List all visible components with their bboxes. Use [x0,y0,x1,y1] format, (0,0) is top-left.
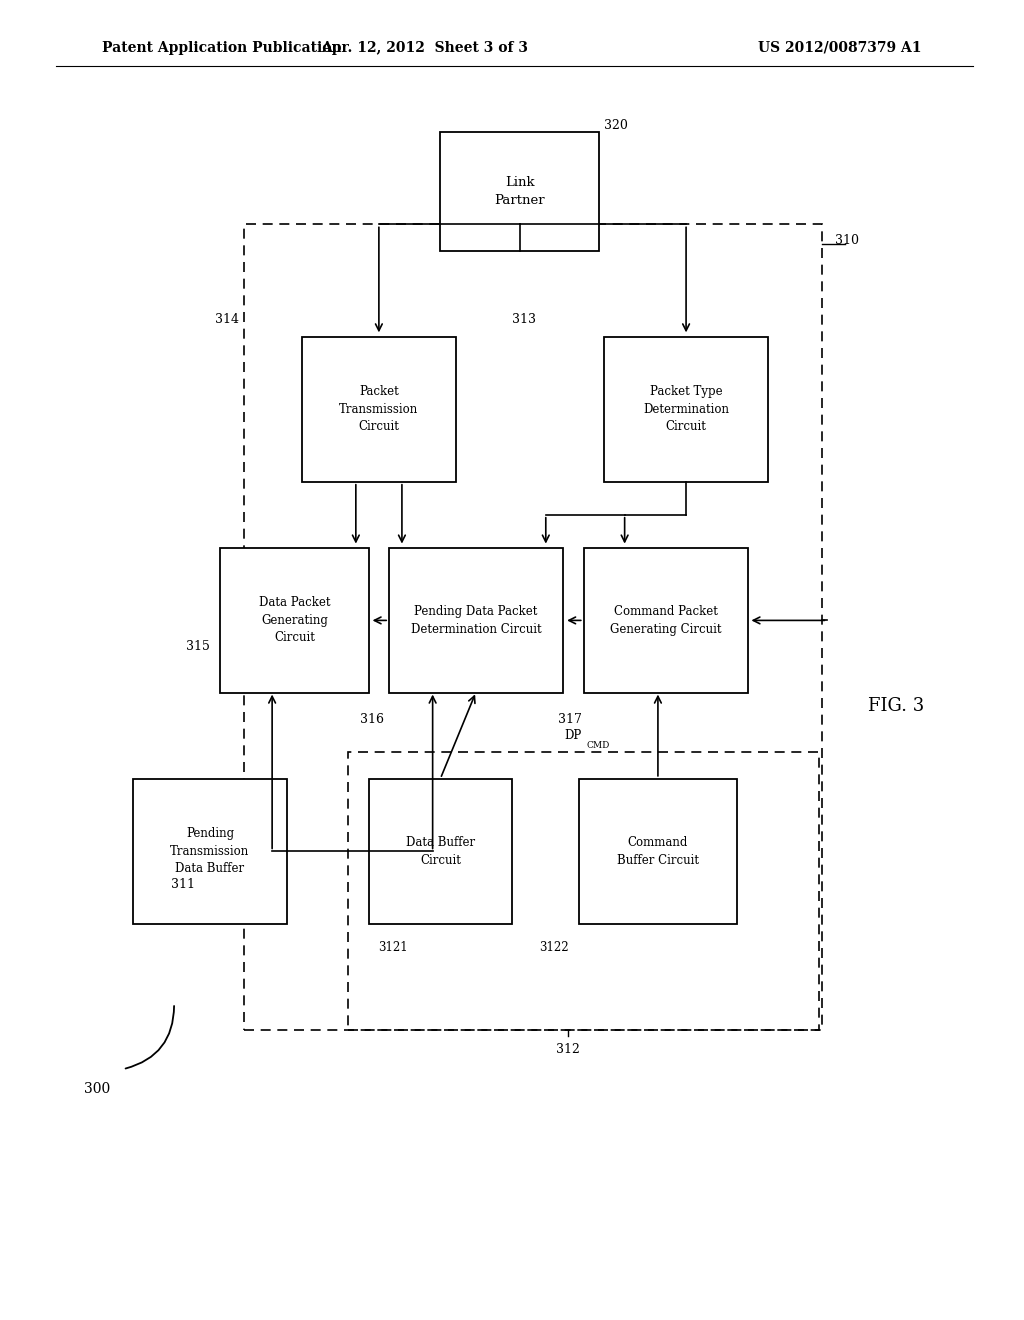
Bar [584,548,748,693]
Text: 320: 320 [604,119,628,132]
Text: Pending Data Packet
Determination Circuit: Pending Data Packet Determination Circui… [411,605,542,636]
Text: 310: 310 [835,234,858,247]
Text: DP: DP [564,729,582,742]
Text: 300: 300 [84,1082,111,1096]
Text: Pending
Transmission
Data Buffer: Pending Transmission Data Buffer [170,828,250,875]
Bar [440,132,599,251]
Bar [302,337,456,482]
Bar [244,224,822,1030]
Bar [389,548,563,693]
Bar [220,548,369,693]
FancyArrowPatch shape [126,1006,174,1068]
Text: 312: 312 [556,1043,581,1056]
Text: Command
Buffer Circuit: Command Buffer Circuit [616,836,699,867]
Text: 314: 314 [215,313,239,326]
Bar [579,779,737,924]
Text: Command Packet
Generating Circuit: Command Packet Generating Circuit [610,605,721,636]
Text: 3121: 3121 [378,941,408,954]
Text: 316: 316 [360,713,384,726]
Bar [348,752,819,1030]
Text: 315: 315 [186,640,210,653]
Text: Patent Application Publication: Patent Application Publication [102,41,342,54]
Text: 313: 313 [512,313,536,326]
Text: 317: 317 [558,713,582,726]
Text: Packet Type
Determination
Circuit: Packet Type Determination Circuit [643,385,729,433]
Text: Apr. 12, 2012  Sheet 3 of 3: Apr. 12, 2012 Sheet 3 of 3 [322,41,528,54]
Bar [604,337,768,482]
Text: CMD: CMD [587,742,610,750]
Text: Data Packet
Generating
Circuit: Data Packet Generating Circuit [259,597,330,644]
Text: FIG. 3: FIG. 3 [868,697,924,715]
Text: Link
Partner: Link Partner [495,176,545,207]
Text: 3122: 3122 [539,941,568,954]
Text: Packet
Transmission
Circuit: Packet Transmission Circuit [339,385,419,433]
Bar [369,779,512,924]
Text: 311: 311 [171,878,195,891]
Text: Data Buffer
Circuit: Data Buffer Circuit [406,836,475,867]
Bar [133,779,287,924]
Text: US 2012/0087379 A1: US 2012/0087379 A1 [758,41,922,54]
